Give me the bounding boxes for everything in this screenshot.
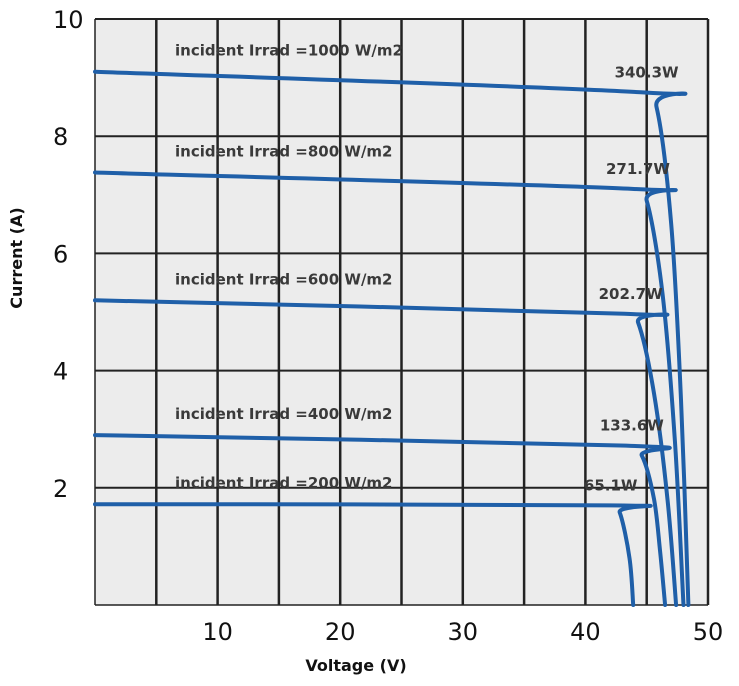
grid-lines — [94, 18, 710, 606]
series-name-label: incident Irrad =200 W/m2 — [175, 474, 393, 492]
max-power-label: 133.6W — [600, 417, 664, 435]
iv-curve-line — [93, 170, 686, 607]
x-tick-label: 30 — [448, 618, 479, 646]
series-name-label: incident Irrad =400 W/m2 — [175, 405, 393, 423]
iv-curves — [93, 69, 691, 607]
max-power-label: 271.7W — [606, 160, 670, 178]
y-axis-title: Current (A) — [7, 207, 26, 308]
x-tick-label: 50 — [693, 618, 724, 646]
y-tick-label: 2 — [53, 475, 68, 503]
y-tick-label: 8 — [53, 123, 68, 151]
x-tick-label: 40 — [570, 618, 601, 646]
iv-curve-line — [93, 69, 691, 607]
series-name-label: incident Irrad =800 W/m2 — [175, 143, 393, 161]
tick-labels: 10 20 30 40 50 2 4 6 8 10 — [53, 6, 723, 646]
x-axis-title: Voltage (V) — [305, 656, 406, 675]
max-power-label: 65.1W — [584, 476, 638, 494]
max-power-label: 202.7W — [599, 285, 663, 303]
x-tick-label: 20 — [325, 618, 356, 646]
y-tick-label: 6 — [53, 240, 68, 268]
max-power-label: 340.3W — [615, 63, 679, 81]
iv-curve-line — [93, 502, 653, 607]
y-tick-label: 10 — [53, 6, 84, 34]
y-tick-label: 4 — [53, 358, 68, 386]
series-name-label: incident Irrad =1000 W/m2 — [175, 42, 403, 60]
curve-labels: incident Irrad =1000 W/m2 340.3W incident … — [175, 42, 679, 495]
iv-curve-line — [93, 433, 672, 607]
series-name-label: incident Irrad =600 W/m2 — [175, 270, 393, 288]
iv-curve-line — [93, 298, 679, 607]
x-tick-label: 10 — [202, 618, 233, 646]
